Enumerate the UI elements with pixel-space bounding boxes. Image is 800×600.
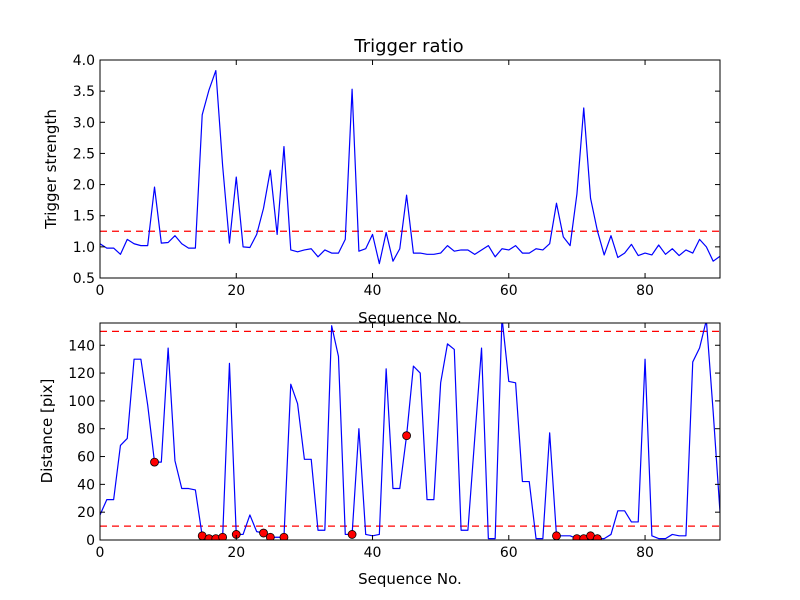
top-x-tick-label: 60 xyxy=(500,283,518,299)
bottom-data-marker xyxy=(279,532,289,540)
bottom-y-tick-label: 140 xyxy=(68,338,95,354)
top-plot-frame xyxy=(99,59,721,279)
bottom-data-marker xyxy=(150,457,159,467)
top-chart-title: Trigger ratio xyxy=(353,36,463,57)
top-y-tick-label: 3.5 xyxy=(73,84,95,100)
top-x-tick-label: 20 xyxy=(227,283,245,299)
bottom-plot-marks xyxy=(100,323,720,540)
top-y-tick-label: 2.0 xyxy=(73,178,95,194)
bottom-y-tick-label: 100 xyxy=(68,394,95,410)
bottom-y-tick-label: 60 xyxy=(77,450,95,466)
bottom-y-tick-label: 80 xyxy=(77,422,95,438)
bottom-y-tick-label: 20 xyxy=(77,505,95,521)
bottom-data-marker xyxy=(265,532,275,540)
bottom-x-tick-label: 0 xyxy=(96,545,105,561)
bottom-x-tick-label: 20 xyxy=(227,545,245,561)
bottom-data-marker xyxy=(552,531,561,540)
top-x-tick-label: 0 xyxy=(96,283,105,299)
bottom-data-marker xyxy=(347,530,357,539)
bottom-plot-frame xyxy=(99,322,721,541)
top-y-tick-label: 1.5 xyxy=(73,209,95,225)
top-x-axis-label: Sequence No. xyxy=(358,309,462,327)
bottom-x-tick-label: 60 xyxy=(500,545,518,561)
bottom-axis-ticks: 0 20 40 60 80 0 20 40 60 80 100 120 140 xyxy=(68,323,720,561)
top-y-tick-label: 3.0 xyxy=(73,115,95,131)
top-series-line xyxy=(100,69,720,265)
bottom-x-axis-label: Sequence No. xyxy=(358,570,462,588)
bottom-data-marker xyxy=(592,534,602,540)
top-y-tick-label: 1.0 xyxy=(73,240,95,256)
top-plot-marks xyxy=(100,69,720,265)
top-x-tick-label: 80 xyxy=(636,283,654,299)
bottom-y-tick-label: 40 xyxy=(77,477,95,493)
bottom-data-marker xyxy=(402,431,411,441)
bottom-y-tick-label: 120 xyxy=(68,366,95,382)
top-y-tick-label: 2.5 xyxy=(73,146,95,162)
bottom-x-tick-label: 40 xyxy=(364,545,382,561)
bottom-plot-panel: 0 20 40 60 80 0 20 40 60 80 100 120 140 xyxy=(68,322,721,561)
bottom-x-tick-label: 80 xyxy=(636,545,654,561)
bottom-y-axis-label: Distance [pix] xyxy=(38,379,56,484)
top-y-tick-label: 0.5 xyxy=(73,271,95,287)
top-plot-panel: 0 20 40 60 80 0.5 1.0 1.5 2.0 2.5 3.0 3.5 4.0 xyxy=(73,53,721,299)
top-y-axis-label: Trigger strength xyxy=(42,109,60,230)
top-axis-ticks: 0 20 40 60 80 0.5 1.0 1.5 2.0 2.5 3.0 3.5 4.0 xyxy=(73,53,720,299)
top-x-tick-label: 40 xyxy=(364,283,382,299)
bottom-y-tick-label: 0 xyxy=(86,533,95,549)
top-y-tick-label: 4.0 xyxy=(73,53,95,69)
bottom-data-marker xyxy=(259,528,268,538)
bottom-data-marker xyxy=(218,532,228,540)
